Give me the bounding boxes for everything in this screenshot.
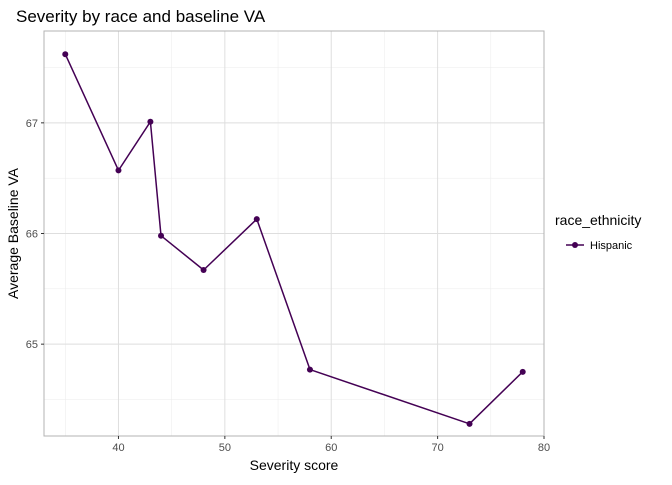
x-axis-title: Severity score: [250, 457, 339, 473]
y-tick-label: 66: [26, 229, 38, 241]
legend-title: race_ethnicity: [555, 212, 641, 228]
legend-items: Hispanic: [566, 240, 633, 252]
data-point: [200, 267, 207, 274]
x-axis: 40 50 60 70 80: [112, 436, 550, 454]
y-tick-label: 65: [26, 339, 38, 351]
x-tick-label: 80: [538, 442, 550, 454]
legend: race_ethnicity Hispanic: [555, 212, 641, 252]
x-tick-label: 70: [431, 442, 443, 454]
x-tick-label: 50: [219, 442, 231, 454]
data-point: [306, 366, 313, 373]
x-tick-label: 40: [112, 442, 124, 454]
data-point: [62, 51, 69, 58]
data-point: [115, 167, 122, 174]
chart-title: Severity by race and baseline VA: [16, 7, 266, 26]
series-layer: [62, 51, 526, 427]
y-tick-label: 67: [26, 118, 38, 130]
y-axis-title: Average Baseline VA: [5, 167, 21, 299]
x-tick-label: 60: [325, 442, 337, 454]
data-point: [519, 368, 526, 375]
data-point: [253, 216, 260, 223]
y-axis: 65 66 67: [26, 118, 44, 351]
plot-panel: [43, 30, 545, 437]
data-point: [466, 420, 473, 427]
legend-label: Hispanic: [590, 240, 633, 252]
legend-key-point: [572, 242, 578, 248]
data-point: [158, 232, 165, 239]
data-point: [147, 118, 154, 125]
